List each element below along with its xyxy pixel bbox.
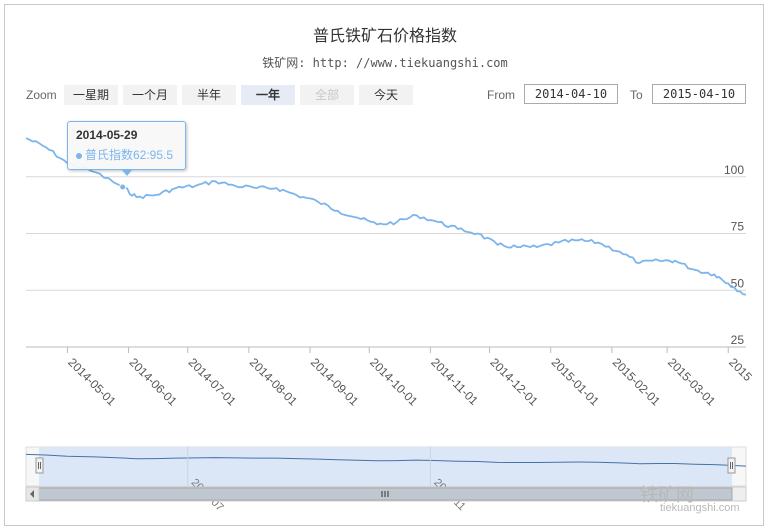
x-tick-label: 2014-06-01 (126, 355, 180, 409)
to-label: To (630, 88, 643, 102)
x-tick-label: 2014-10-01 (367, 355, 421, 409)
zoom-label: Zoom (26, 88, 57, 102)
y-tick-label: 75 (731, 220, 745, 234)
scrollbar-left-button[interactable] (25, 486, 40, 502)
chart-title: 普氏铁矿石价格指数 (312, 28, 457, 45)
x-tick-label: 2015-03-01 (665, 355, 719, 409)
navigator-selection[interactable] (39, 447, 732, 486)
tooltip: 2014-05-29 普氏指数62:95.5 (67, 121, 186, 170)
tooltip-date: 2014-05-29 (76, 128, 138, 142)
grid-lines (26, 176, 746, 348)
x-tick-label: 2015 (726, 355, 755, 384)
from-label: From (487, 88, 515, 102)
y-tick-label: 100 (724, 163, 744, 177)
y-tick-label: 25 (731, 333, 745, 347)
zoom-button-today[interactable]: 今天 (359, 85, 413, 105)
tooltip-pointer (121, 169, 133, 176)
x-tick-label: 2014-11-01 (428, 355, 481, 408)
zoom-button-1y[interactable]: 一年 (241, 85, 295, 105)
zoom-button-1m[interactable]: 一个月 (123, 85, 177, 105)
x-tick-label: 2014-08-01 (247, 355, 301, 409)
series-dot-icon (76, 152, 82, 159)
watermark-url: tiekuangshi.com (660, 502, 740, 514)
y-axis-ticks: 25 50 75 100 (724, 163, 744, 347)
x-tick-label: 2014-09-01 (308, 355, 362, 409)
navigator-handle-right[interactable] (727, 457, 736, 474)
to-date-input[interactable]: 2015-04-10 (652, 84, 746, 104)
x-tick-label: 2014-05-01 (65, 355, 119, 409)
arrow-left-icon (30, 490, 34, 498)
zoom-button-all[interactable]: 全部 (300, 85, 354, 105)
y-tick-label: 50 (731, 276, 745, 290)
tooltip-series-value: 普氏指数62:95.5 (85, 148, 174, 162)
navigator-series-line (25, 453, 747, 467)
x-tick-label: 2014-07-01 (186, 355, 240, 409)
series-line-platts-index[interactable] (25, 137, 747, 296)
hover-point-marker (119, 183, 127, 191)
x-tick-label: 2014-12-01 (487, 355, 541, 409)
x-axis-ticks: 2014-05-01 2014-06-01 2014-07-01 2014-08-01… (65, 347, 755, 409)
chart-frame (4, 4, 764, 526)
navigator-handle-left[interactable] (35, 457, 44, 474)
x-tick-label: 2015-01-01 (549, 355, 603, 409)
scrollbar-grip-icon (381, 491, 389, 497)
from-date-input[interactable]: 2014-04-10 (524, 84, 618, 104)
chart-subtitle: 铁矿网: http: //www.tiekuangshi.com (262, 56, 508, 70)
x-tick-label: 2015-02-01 (610, 355, 664, 409)
zoom-button-6m[interactable]: 半年 (182, 85, 236, 105)
zoom-button-1w[interactable]: 一星期 (64, 85, 118, 105)
watermark-logo: 铁矿网 (640, 485, 694, 505)
